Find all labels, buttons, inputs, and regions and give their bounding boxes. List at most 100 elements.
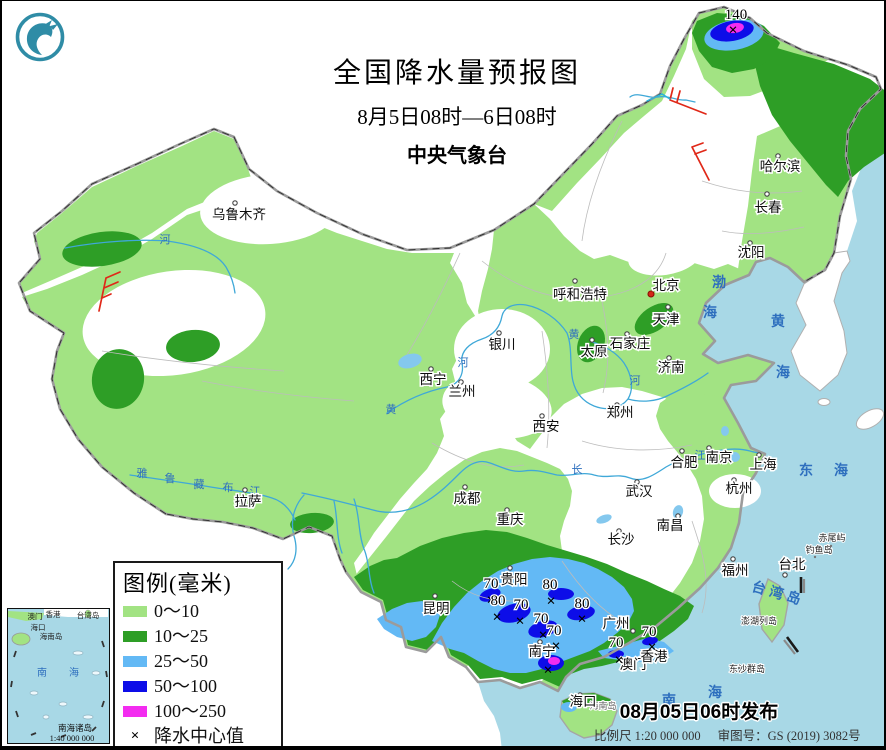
legend-rows: 0～10 10～25 25～50 50～100 100～250: [123, 599, 275, 723]
blob-nanning-100-250: [548, 657, 560, 665]
nu-river: [333, 500, 343, 554]
region-hainan-north-strip: [562, 693, 614, 707]
precip-center-marker: ×: [486, 592, 495, 609]
blob-50-100: [567, 605, 595, 621]
inset-north-land: [44, 609, 108, 617]
city-label: 拉萨: [235, 494, 262, 509]
ne-river: [629, 94, 696, 103]
page-title: 全国降水量预报图: [332, 58, 581, 89]
city-dot: [539, 413, 545, 419]
legend-range-label: 100～250: [154, 701, 226, 721]
inset-label: 香港: [46, 609, 61, 619]
region-taiyuan-blob: [577, 325, 605, 363]
city-label: 长春: [755, 200, 783, 215]
precip-center-value: 140: [725, 7, 748, 23]
city-label: 杭州: [726, 481, 753, 496]
precip-center-value: 70: [547, 623, 562, 639]
region-xinjiang-blob2: [91, 349, 145, 409]
blob-50-100: [497, 603, 531, 623]
forecast-period: 8月5日08时—6日08时: [357, 105, 557, 129]
city-dot: [614, 402, 620, 408]
city-label: 天津: [653, 312, 680, 327]
city-dot: [507, 565, 513, 571]
city-dot: [630, 628, 636, 634]
river-label: 藏: [194, 478, 205, 491]
region-hainan-25-50: [561, 702, 577, 712]
blob-mohe-100-250: [726, 22, 744, 34]
precip-center-marker: ×: [538, 627, 547, 644]
legend-row: 100～250: [123, 699, 275, 723]
city-label: 乌鲁木齐: [212, 207, 266, 222]
city-label: 香港: [641, 649, 669, 664]
inset-label: 海南岛: [40, 631, 63, 641]
precip-center-value: 80: [575, 596, 590, 612]
region-tibet-south-blob: [290, 512, 334, 534]
sea-label: 黄: [771, 313, 785, 330]
boundary-mark: [785, 636, 800, 653]
inset-label: 台湾岛: [77, 610, 100, 620]
city-dot: [706, 445, 712, 451]
national-border: [17, 5, 883, 693]
precip-center-marker: ×: [551, 638, 560, 655]
precip-center-markers: ×140×70×80×70 ×80×70×70×80××70 ×70: [482, 6, 748, 679]
city-dot: [432, 593, 438, 599]
hongze-lake: [721, 426, 729, 436]
city-dot: [624, 331, 630, 337]
river-label: 雅: [137, 466, 148, 480]
china-outline-gray: [17, 5, 883, 693]
jinsha-river: [287, 494, 305, 570]
precip-center-marker: ×: [492, 609, 501, 626]
hangzhou-dry-area: [709, 474, 761, 508]
dry-white-holes: [82, 173, 761, 508]
city-dot: [232, 200, 238, 206]
yarlung-river: [129, 474, 296, 521]
city-dot: [756, 452, 762, 458]
river-label: 布: [223, 481, 234, 494]
boundary-mark-shadow: [783, 639, 796, 655]
map-scale: 比例尺 1:20 000 000: [594, 729, 701, 743]
tarim-dry-area: [82, 269, 266, 377]
wind-barb-cyan: [646, 93, 671, 102]
city-label: 长沙: [608, 532, 635, 547]
precip-center-value: 80: [491, 593, 506, 609]
city-dot: [634, 479, 640, 485]
inset-label: 南: [37, 666, 47, 679]
lancang-river: [353, 498, 375, 594]
river-label: 鲁: [165, 471, 176, 485]
city-label: 南京: [706, 450, 733, 465]
island-label: 澎湖列岛: [741, 615, 777, 626]
blob-50-100: [479, 588, 501, 602]
city-dot: [504, 507, 510, 513]
urumqi-dry-area: [200, 173, 340, 245]
city-label: 南宁: [529, 643, 556, 659]
city-label: 贵阳: [501, 572, 528, 587]
dongting-lake: [596, 514, 612, 524]
inset-hainan: [11, 632, 31, 646]
city-dot: [665, 304, 671, 310]
logo-wing: [44, 20, 58, 30]
precip-center-value: 70: [609, 635, 624, 651]
sea-label: 海: [776, 364, 790, 381]
city-label: 石家庄: [610, 335, 651, 351]
title-block: 全国降水量预报图 8月5日08时—6日08时 中央气象台: [287, 51, 627, 168]
inset-label: 海口: [31, 622, 46, 632]
korea-landmass: [790, 250, 851, 392]
inset-label: 澳门: [28, 611, 43, 621]
inset-label: 1:40 000 000: [50, 733, 95, 742]
color-swatch: [123, 605, 147, 617]
city-label: 成都: [454, 491, 481, 506]
sea-label: 海: [708, 684, 722, 701]
sea-label: 东: [799, 462, 813, 479]
license-number: 审图号：GS (2019) 3082号: [717, 729, 861, 743]
yangtze-river: [301, 448, 765, 513]
region-yunnan-lobe: [377, 601, 440, 641]
legend-box: 图例(毫米) 0～10 10～25 25～50 50～100 100～250 ×…: [113, 561, 283, 746]
yellow-river-lower: [627, 372, 709, 402]
precip-center-value: 70: [642, 624, 657, 640]
city-dot: [458, 379, 464, 385]
region-tianjin-blob: [634, 303, 674, 335]
island-label: 东沙群岛: [729, 663, 765, 674]
